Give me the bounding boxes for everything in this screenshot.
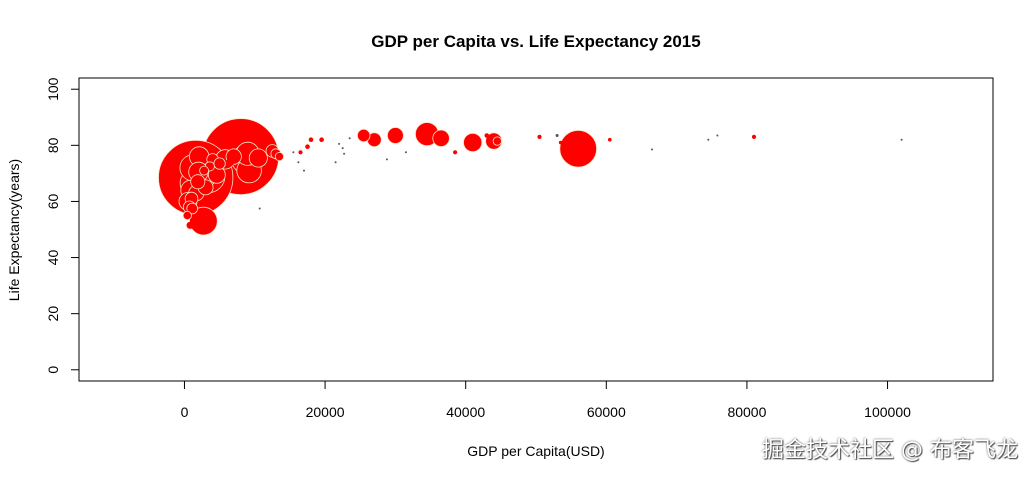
data-point (248, 148, 268, 168)
data-point (297, 161, 300, 164)
data-point (453, 150, 458, 155)
data-point (492, 136, 502, 146)
data-point (226, 158, 235, 167)
data-point (463, 132, 483, 153)
x-tick-label: 100000 (864, 404, 911, 420)
data-point (707, 138, 710, 141)
chart-title: GDP per Capita vs. Life Expectancy 2015 (371, 32, 700, 51)
x-tick-label: 20000 (306, 404, 345, 420)
y-axis: 0 20 40 60 80 100 (45, 77, 79, 374)
x-axis: 0 20000 40000 60000 80000 100000 (181, 381, 911, 420)
data-point (386, 127, 404, 144)
data-point (341, 147, 344, 150)
data-point (334, 161, 337, 164)
y-tick-label: 20 (45, 306, 61, 322)
y-tick-label: 80 (45, 137, 61, 153)
data-point (298, 150, 303, 155)
data-point (537, 134, 542, 139)
data-point (651, 148, 653, 151)
data-point (608, 137, 612, 142)
points-layer (158, 118, 903, 236)
data-point (319, 137, 324, 142)
data-point (484, 133, 490, 138)
data-point (555, 134, 559, 137)
data-point (186, 221, 194, 229)
data-point (292, 151, 295, 154)
data-point (190, 174, 206, 190)
data-point (199, 165, 210, 176)
data-point (258, 207, 261, 210)
data-point (900, 138, 903, 141)
data-point (274, 152, 284, 162)
x-tick-label: 0 (181, 404, 189, 420)
data-point (186, 202, 199, 215)
data-point (308, 137, 314, 142)
x-tick-label: 60000 (587, 404, 626, 420)
data-point (404, 151, 407, 154)
data-point (303, 169, 305, 172)
data-point (338, 142, 341, 145)
y-axis-label: Life Expectancy(years) (6, 159, 22, 301)
data-point (213, 157, 226, 170)
data-point (343, 152, 346, 155)
data-point (305, 144, 310, 149)
data-point (716, 134, 719, 137)
data-point (751, 134, 757, 139)
y-tick-label: 100 (45, 77, 61, 101)
watermark: 掘金技术社区 @ 布客飞龙 (762, 438, 1018, 463)
plot-frame (78, 77, 994, 382)
y-tick-label: 0 (45, 366, 61, 374)
y-tick-label: 40 (45, 250, 61, 266)
data-point (432, 129, 450, 148)
data-point (385, 158, 388, 161)
data-point (348, 137, 351, 140)
x-axis-label: GDP per Capita(USD) (467, 443, 604, 459)
data-point (189, 206, 218, 236)
x-tick-label: 40000 (446, 404, 485, 420)
data-point (559, 129, 597, 168)
data-point (558, 140, 563, 145)
data-point (357, 128, 371, 143)
x-tick-label: 80000 (727, 404, 766, 420)
data-point (182, 210, 192, 221)
y-tick-label: 60 (45, 193, 61, 209)
